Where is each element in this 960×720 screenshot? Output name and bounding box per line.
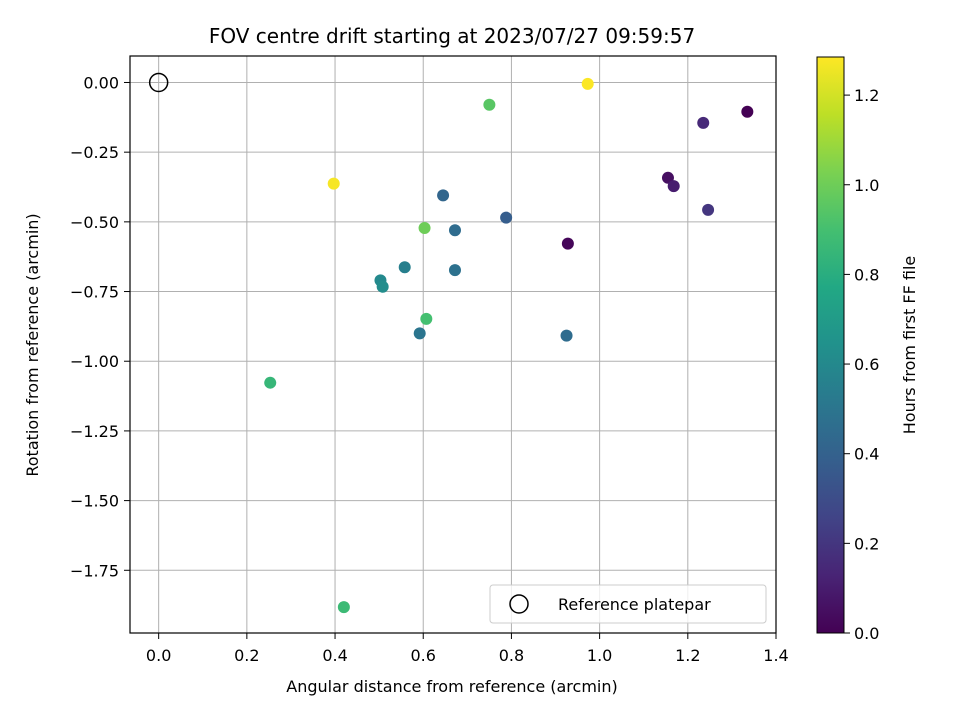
axes-frame xyxy=(129,55,777,634)
legend-reference-marker xyxy=(509,594,529,614)
data-point xyxy=(448,224,461,237)
y-tick-label: 0.00 xyxy=(83,73,119,92)
data-point xyxy=(702,203,715,216)
x-tick-label: 0.2 xyxy=(234,646,259,665)
y-tick-label: −0.25 xyxy=(70,143,119,162)
legend-reference-label: Reference platepar xyxy=(558,595,711,614)
colorbar-tick-label: 1.2 xyxy=(854,86,879,105)
reference-marker xyxy=(148,72,169,93)
colorbar-label: Hours from first FF file xyxy=(900,256,919,435)
y-tick-label: −0.50 xyxy=(70,213,119,232)
colorbar-tick-label: 0.2 xyxy=(854,534,879,553)
plot-background xyxy=(130,56,776,633)
data-point xyxy=(437,189,450,202)
data-point xyxy=(483,98,496,111)
data-point xyxy=(561,237,574,250)
data-point xyxy=(398,261,411,274)
data-point xyxy=(418,221,431,234)
data-point xyxy=(376,280,389,293)
y-tick-label: −1.00 xyxy=(70,352,119,371)
x-tick-label: 0.0 xyxy=(146,646,171,665)
data-point xyxy=(413,327,426,340)
data-point xyxy=(581,77,594,90)
data-point xyxy=(420,312,433,325)
x-tick-label: 1.2 xyxy=(675,646,700,665)
data-point xyxy=(697,116,710,129)
y-tick-label: −1.25 xyxy=(70,422,119,441)
colorbar-gradient xyxy=(816,56,845,634)
colorbar-tick-label: 1.0 xyxy=(854,176,879,195)
plot-area: 0.0 0.2 0.4 0.6 0.8 1.0 1.2 1.4 0.00 −0.25 −0.50 −0… xyxy=(70,55,789,665)
data-point xyxy=(264,376,277,389)
data-point xyxy=(337,601,350,614)
x-tick-label: 1.4 xyxy=(763,646,788,665)
data-point xyxy=(741,105,754,118)
data-point xyxy=(327,177,340,190)
legend-box xyxy=(489,584,767,624)
x-tick-label: 0.4 xyxy=(322,646,347,665)
x-tick-label: 1.0 xyxy=(587,646,612,665)
y-tick-label: −1.50 xyxy=(70,492,119,511)
x-tick-label: 0.6 xyxy=(411,646,436,665)
x-tick-label: 0.8 xyxy=(499,646,524,665)
colorbar-tick-label: 0.8 xyxy=(854,265,879,284)
data-point xyxy=(661,171,674,184)
colorbar-tick-label: 0.6 xyxy=(854,355,879,374)
colorbar: 0.0 0.2 0.4 0.6 0.8 1.0 1.2 Hours from first F… xyxy=(816,56,919,643)
legend: Reference platepar xyxy=(489,584,767,624)
data-point xyxy=(667,180,680,193)
colorbar-tick-label: 0.4 xyxy=(854,445,879,464)
data-point xyxy=(500,211,513,224)
x-axis-label: Angular distance from reference (arcmin) xyxy=(286,677,617,696)
data-point xyxy=(560,329,573,342)
colorbar-tick-label: 0.0 xyxy=(854,624,879,643)
chart-title: FOV centre drift starting at 2023/07/27 … xyxy=(209,24,695,48)
data-point xyxy=(448,264,461,277)
y-tick-label: −1.75 xyxy=(70,561,119,580)
y-tick-label: −0.75 xyxy=(70,283,119,302)
y-axis-label: Rotation from reference (arcmin) xyxy=(23,213,42,476)
